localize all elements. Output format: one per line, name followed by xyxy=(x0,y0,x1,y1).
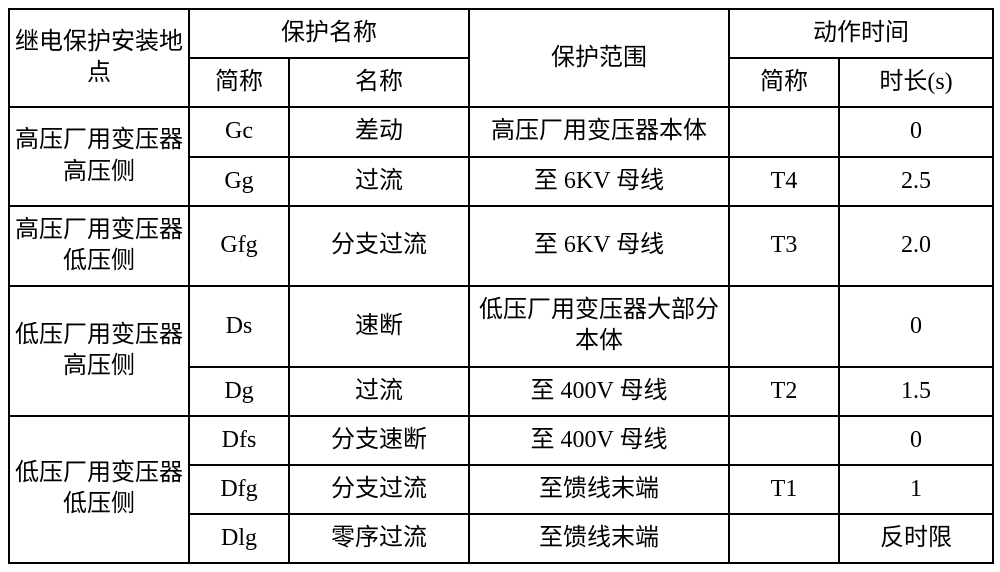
cell-name: 速断 xyxy=(289,286,469,366)
cell-scope: 至馈线末端 xyxy=(469,465,729,514)
cell-time-abbr xyxy=(729,107,839,156)
header-protection-abbr: 简称 xyxy=(189,58,289,107)
cell-name: 零序过流 xyxy=(289,514,469,563)
header-location: 继电保护安装地点 xyxy=(9,9,189,107)
table-row: 高压厂用变压器高压侧 Gc 差动 高压厂用变压器本体 0 xyxy=(9,107,993,156)
table-row: 低压厂用变压器低压侧 Dfs 分支速断 至 400V 母线 0 xyxy=(9,416,993,465)
cell-abbr: Gg xyxy=(189,157,289,206)
cell-name: 分支过流 xyxy=(289,465,469,514)
cell-duration: 0 xyxy=(839,416,993,465)
cell-time-abbr: T4 xyxy=(729,157,839,206)
cell-duration: 2.5 xyxy=(839,157,993,206)
table-header-row-1: 继电保护安装地点 保护名称 保护范围 动作时间 xyxy=(9,9,993,58)
cell-time-abbr xyxy=(729,286,839,366)
cell-location: 高压厂用变压器高压侧 xyxy=(9,107,189,205)
cell-scope: 低压厂用变压器大部分本体 xyxy=(469,286,729,366)
cell-duration: 0 xyxy=(839,107,993,156)
cell-abbr: Ds xyxy=(189,286,289,366)
cell-abbr: Dfg xyxy=(189,465,289,514)
cell-location: 低压厂用变压器高压侧 xyxy=(9,286,189,416)
cell-duration: 0 xyxy=(839,286,993,366)
cell-duration: 反时限 xyxy=(839,514,993,563)
cell-abbr: Dg xyxy=(189,367,289,416)
cell-abbr: Gfg xyxy=(189,206,289,286)
table-row: 高压厂用变压器低压侧 Gfg 分支过流 至 6KV 母线 T3 2.0 xyxy=(9,206,993,286)
header-protection-name: 保护名称 xyxy=(189,9,469,58)
cell-time-abbr: T3 xyxy=(729,206,839,286)
cell-abbr: Gc xyxy=(189,107,289,156)
cell-time-abbr xyxy=(729,514,839,563)
header-protection-full: 名称 xyxy=(289,58,469,107)
table-row: 低压厂用变压器高压侧 Ds 速断 低压厂用变压器大部分本体 0 xyxy=(9,286,993,366)
cell-time-abbr xyxy=(729,416,839,465)
cell-time-abbr: T2 xyxy=(729,367,839,416)
cell-scope: 至 400V 母线 xyxy=(469,367,729,416)
cell-name: 过流 xyxy=(289,157,469,206)
header-time-abbr: 简称 xyxy=(729,58,839,107)
cell-location: 低压厂用变压器低压侧 xyxy=(9,416,189,564)
header-action-time: 动作时间 xyxy=(729,9,993,58)
cell-time-abbr: T1 xyxy=(729,465,839,514)
cell-duration: 1.5 xyxy=(839,367,993,416)
cell-scope: 至 6KV 母线 xyxy=(469,206,729,286)
relay-protection-table: 继电保护安装地点 保护名称 保护范围 动作时间 简称 名称 简称 时长(s) 高… xyxy=(8,8,994,564)
cell-abbr: Dlg xyxy=(189,514,289,563)
cell-name: 过流 xyxy=(289,367,469,416)
cell-name: 分支过流 xyxy=(289,206,469,286)
cell-duration: 2.0 xyxy=(839,206,993,286)
cell-location: 高压厂用变压器低压侧 xyxy=(9,206,189,286)
cell-scope: 至馈线末端 xyxy=(469,514,729,563)
cell-scope: 高压厂用变压器本体 xyxy=(469,107,729,156)
header-scope: 保护范围 xyxy=(469,9,729,107)
cell-name: 分支速断 xyxy=(289,416,469,465)
cell-scope: 至 6KV 母线 xyxy=(469,157,729,206)
header-time-duration: 时长(s) xyxy=(839,58,993,107)
cell-duration: 1 xyxy=(839,465,993,514)
cell-name: 差动 xyxy=(289,107,469,156)
cell-scope: 至 400V 母线 xyxy=(469,416,729,465)
cell-abbr: Dfs xyxy=(189,416,289,465)
